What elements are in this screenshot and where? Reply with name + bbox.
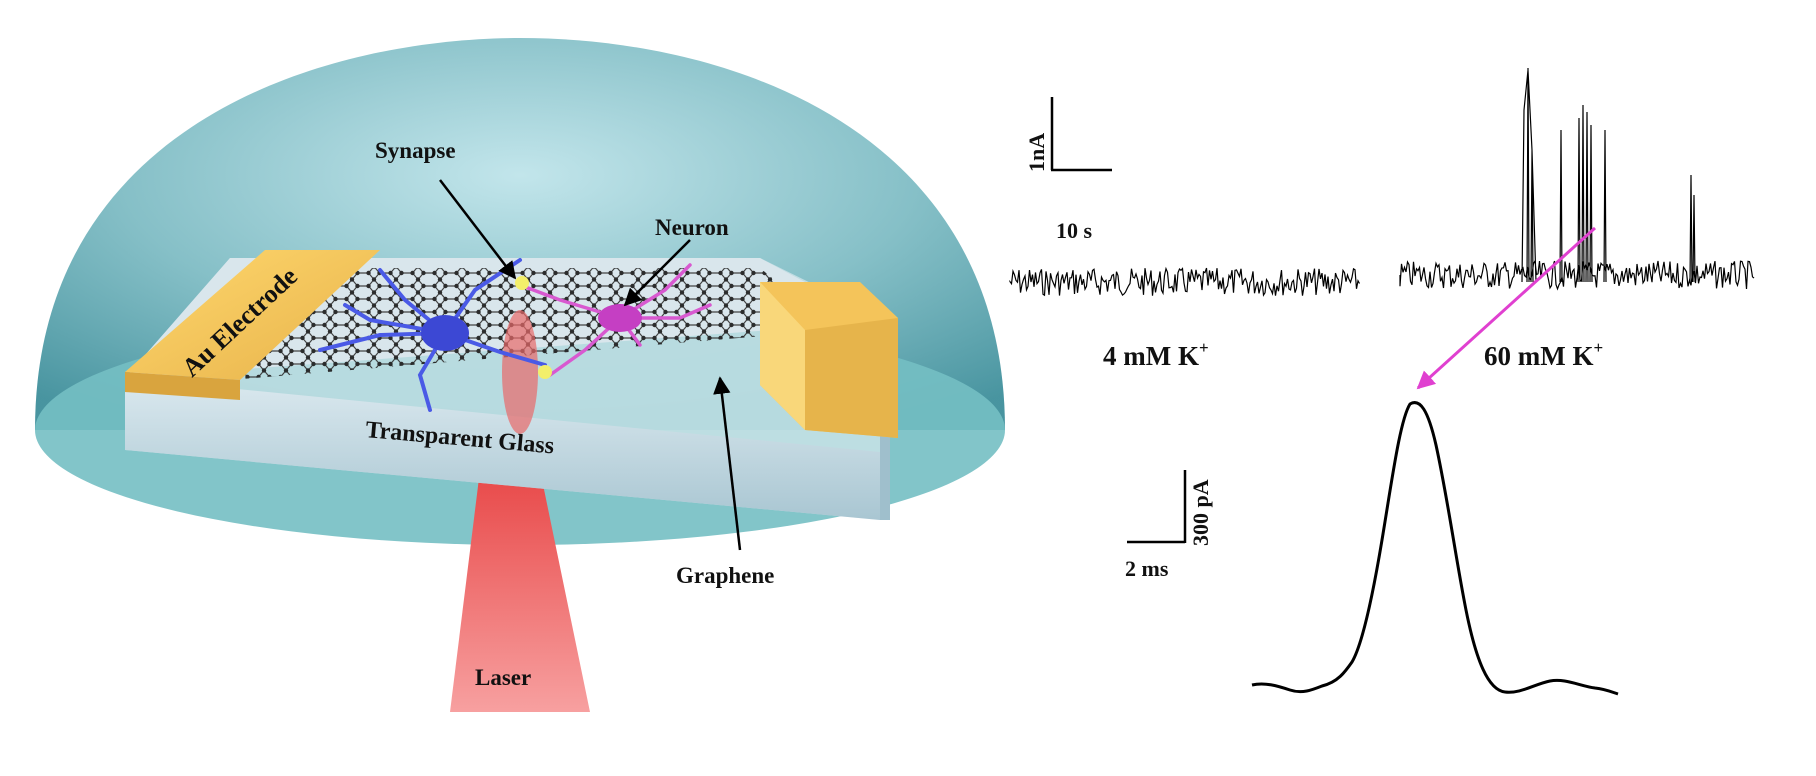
condition-label-60mM: 60 mM K+ xyxy=(1484,338,1603,371)
magenta-neuron xyxy=(518,263,712,377)
graphene-sheet xyxy=(230,268,835,380)
ion-charge-60mM: + xyxy=(1593,338,1603,357)
top-scale-current-label: 1nA xyxy=(1024,133,1049,172)
device-schematic: Synapse Neuron Au Electrode Transparent … xyxy=(35,38,1005,712)
spiking-trace-60mM xyxy=(1399,67,1755,291)
synapse-arrow xyxy=(439,179,517,280)
ion-charge-4mM: + xyxy=(1199,338,1209,357)
laser-spot xyxy=(502,310,538,434)
neuron-arrow xyxy=(623,239,691,307)
right-au-electrode xyxy=(760,282,898,438)
bottom-scale-time-label: 2 ms xyxy=(1125,556,1169,581)
zoom-arrow xyxy=(1416,226,1597,390)
label-laser: Laser xyxy=(475,665,531,690)
synapse-dot-top xyxy=(515,276,529,290)
label-synapse: Synapse xyxy=(375,138,456,163)
label-graphene: Graphene xyxy=(676,563,774,588)
single-spike-waveform xyxy=(1251,401,1619,696)
top-scale-time-label: 10 s xyxy=(1056,218,1093,243)
left-au-electrode xyxy=(125,250,380,400)
baseline-trace-4mM xyxy=(1009,266,1361,297)
bottom-scale-bar: 300 pA 2 ms xyxy=(1125,470,1213,581)
top-scale-bar: 1nA 10 s xyxy=(1024,97,1112,243)
recordings-panel: 1nA 10 s 4 mM K+ 60 mM K+ 300 pA 2 ms xyxy=(1009,67,1755,696)
graphene-arrow xyxy=(713,376,742,551)
label-neuron: Neuron xyxy=(655,215,729,240)
condition-label-4mM: 4 mM K+ xyxy=(1103,338,1209,371)
laser-beam xyxy=(450,470,590,712)
bottom-scale-current-label: 300 pA xyxy=(1188,479,1213,546)
synapse-dot-bottom xyxy=(538,365,552,379)
